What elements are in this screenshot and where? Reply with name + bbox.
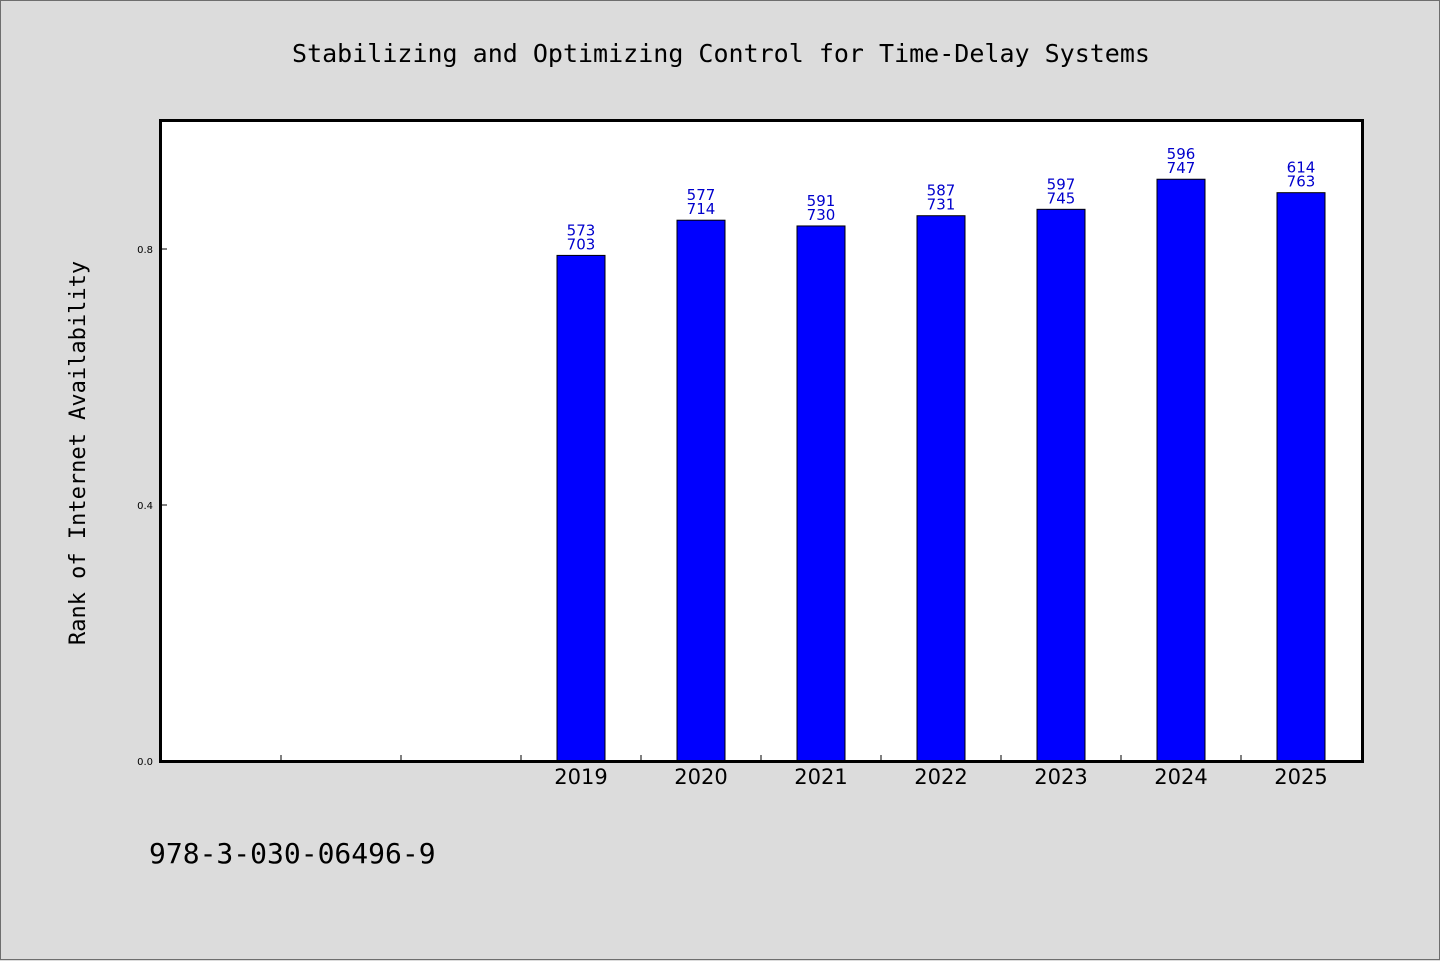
y-tick-label: 0.8 bbox=[137, 245, 153, 256]
y-tick-labels: 0.0 0.4 0.8 bbox=[137, 245, 153, 768]
data-label-bottom: 730 bbox=[807, 206, 836, 224]
data-label-bottom: 745 bbox=[1047, 189, 1076, 207]
bar bbox=[676, 219, 726, 762]
x-tick-label: 2019 bbox=[554, 765, 607, 789]
bar bbox=[1276, 192, 1326, 762]
x-tick-label: 2025 bbox=[1274, 765, 1327, 789]
data-label-bottom: 747 bbox=[1167, 159, 1196, 177]
x-tick-label: 2022 bbox=[914, 765, 967, 789]
data-label-top: 597 bbox=[1047, 175, 1076, 193]
data-label-top: 577 bbox=[687, 186, 716, 204]
data-label-top: 614 bbox=[1287, 159, 1316, 177]
data-label-top: 596 bbox=[1167, 145, 1196, 163]
y-tick-label: 0.4 bbox=[137, 501, 153, 512]
data-label-bottom: 731 bbox=[927, 196, 956, 214]
x-tick-label: 2023 bbox=[1034, 765, 1087, 789]
bar bbox=[1156, 178, 1206, 762]
data-label-top: 591 bbox=[807, 192, 836, 210]
x-tick-label: 2021 bbox=[794, 765, 847, 789]
bars bbox=[556, 178, 1326, 762]
bar bbox=[1036, 208, 1086, 762]
x-tick-label: 2024 bbox=[1154, 765, 1207, 789]
y-tick-label: 0.0 bbox=[137, 757, 153, 768]
isbn-footer: 978-3-030-06496-9 bbox=[149, 837, 436, 870]
chart-title: Stabilizing and Optimizing Control for T… bbox=[292, 39, 1150, 68]
x-tick-label: 2020 bbox=[674, 765, 727, 789]
bar bbox=[796, 225, 846, 762]
bar bbox=[556, 254, 606, 762]
y-axis-label: Rank of Internet Availability bbox=[66, 261, 91, 645]
data-label-top: 573 bbox=[567, 221, 596, 239]
data-label-bottom: 714 bbox=[687, 200, 716, 218]
data-label-bottom: 763 bbox=[1287, 173, 1316, 191]
data-label-top: 587 bbox=[927, 182, 956, 200]
plot-border bbox=[159, 119, 1364, 763]
data-label-bottom: 703 bbox=[567, 235, 596, 253]
bar bbox=[916, 215, 966, 762]
x-tick-labels: 2019 2020 2021 2022 2023 2024 2025 bbox=[554, 765, 1327, 789]
